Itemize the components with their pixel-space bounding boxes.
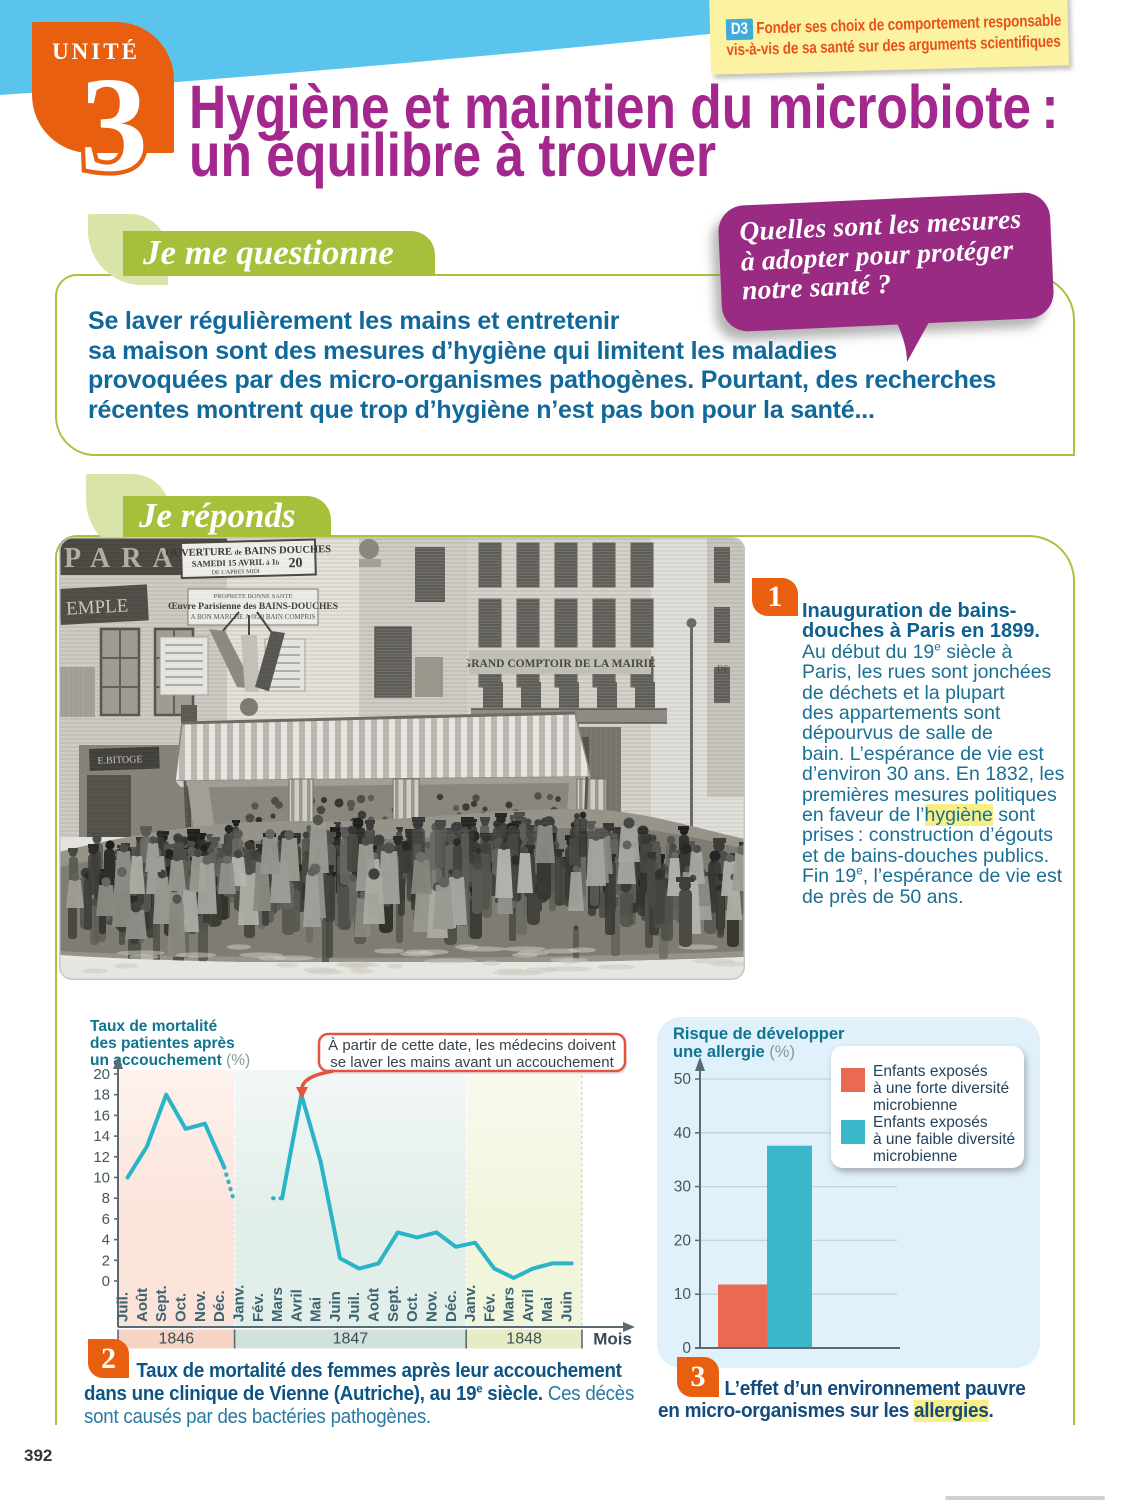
svg-text:16: 16	[93, 1107, 110, 1124]
svg-text:0: 0	[102, 1273, 110, 1290]
svg-text:30: 30	[674, 1179, 692, 1196]
svg-text:18: 18	[93, 1087, 110, 1104]
svg-text:2: 2	[102, 1252, 110, 1269]
svg-text:Mois: Mois	[593, 1330, 632, 1349]
svg-text:Juin: Juin	[327, 1291, 344, 1322]
svg-text:40: 40	[674, 1125, 692, 1142]
svg-text:Déc.: Déc.	[443, 1290, 460, 1322]
svg-text:1847: 1847	[333, 1331, 369, 1348]
svg-text:À partir de cette date, les mé: À partir de cette date, les médecins doi…	[328, 1037, 616, 1054]
svg-text:Mars: Mars	[501, 1287, 518, 1322]
svg-text:un accouchement (%): un accouchement (%)	[90, 1052, 250, 1069]
svg-text:12: 12	[93, 1149, 110, 1166]
svg-text:Mai: Mai	[308, 1297, 325, 1322]
svg-text:des patientes après: des patientes après	[90, 1035, 235, 1052]
svg-text:Avril: Avril	[288, 1289, 305, 1322]
svg-text:Fév.: Fév.	[481, 1293, 498, 1322]
svg-text:Août: Août	[366, 1288, 383, 1322]
svg-text:Sept.: Sept.	[153, 1285, 170, 1322]
svg-text:Sept.: Sept.	[385, 1285, 402, 1322]
svg-text:Mars: Mars	[269, 1287, 286, 1322]
svg-text:Fév.: Fév.	[250, 1293, 267, 1322]
svg-text:1846: 1846	[159, 1331, 195, 1348]
svg-text:Août: Août	[134, 1288, 151, 1322]
svg-text:se laver les mains avant un ac: se laver les mains avant un accouchement	[330, 1054, 614, 1071]
svg-text:Risque de développer: Risque de développer	[673, 1025, 845, 1043]
svg-text:20: 20	[674, 1232, 692, 1249]
svg-text:4: 4	[102, 1232, 110, 1249]
svg-text:Oct.: Oct.	[404, 1293, 421, 1322]
svg-text:0: 0	[682, 1340, 691, 1357]
svg-text:3: 3	[80, 50, 148, 198]
svg-text:Taux de mortalité: Taux de mortalité	[90, 1018, 218, 1035]
svg-text:50: 50	[674, 1071, 692, 1088]
svg-text:une allergie (%): une allergie (%)	[673, 1043, 795, 1061]
svg-text:Juin: Juin	[559, 1291, 576, 1322]
svg-text:Janv.: Janv.	[462, 1285, 479, 1322]
svg-text:6: 6	[102, 1211, 110, 1228]
svg-text:Nov.: Nov.	[192, 1291, 209, 1322]
svg-text:Oct.: Oct.	[173, 1293, 190, 1322]
svg-text:Déc.: Déc.	[211, 1290, 228, 1322]
svg-text:Nov.: Nov.	[423, 1291, 440, 1322]
svg-text:Juil.: Juil.	[346, 1292, 363, 1322]
svg-text:14: 14	[93, 1128, 110, 1145]
svg-text:10: 10	[674, 1286, 692, 1303]
svg-text:Janv.: Janv.	[231, 1285, 248, 1322]
svg-text:1848: 1848	[506, 1331, 542, 1348]
svg-text:8: 8	[102, 1190, 110, 1207]
svg-text:10: 10	[93, 1170, 110, 1187]
svg-text:20: 20	[93, 1066, 110, 1083]
svg-text:Avril: Avril	[520, 1289, 537, 1322]
svg-text:Mai: Mai	[539, 1297, 556, 1322]
svg-text:Juil.: Juil.	[115, 1292, 132, 1322]
